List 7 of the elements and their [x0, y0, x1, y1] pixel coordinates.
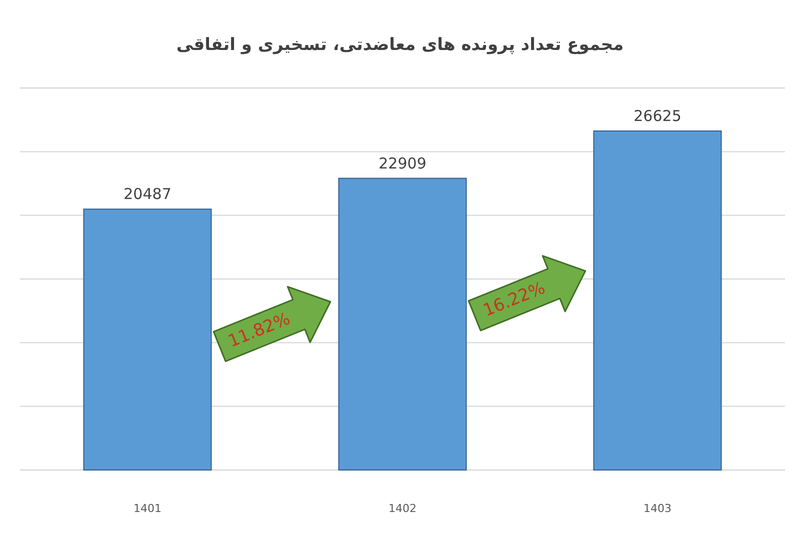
data-label: 22909: [378, 154, 426, 172]
data-label: 26625: [634, 106, 682, 125]
title: مجموع تعداد پرونده های معاضدتی، تسخیری و اتفاقی: [176, 35, 624, 55]
x-tick-label: 1402: [388, 502, 416, 515]
data-label: 20487: [124, 185, 172, 204]
x-tick-label: 1403: [644, 502, 672, 515]
x-tick-label: 1401: [134, 502, 162, 515]
